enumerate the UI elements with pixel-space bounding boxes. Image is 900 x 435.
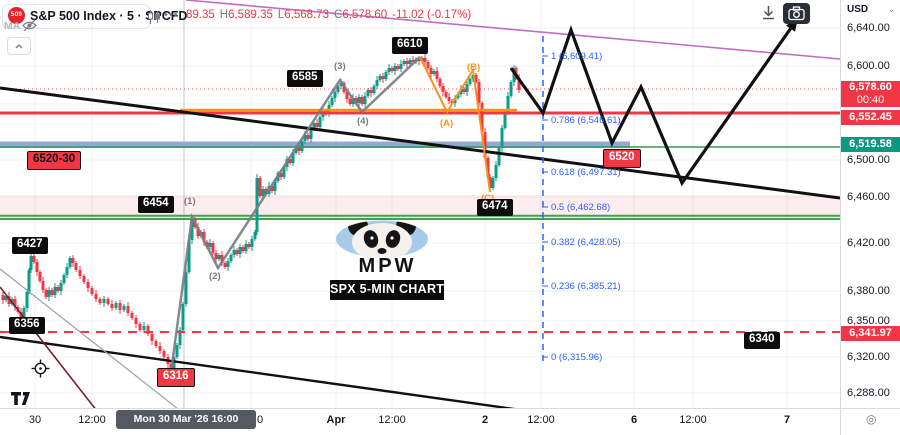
price-axis-badge[interactable]: 6,341.97 [841,326,900,341]
fib-level-label: 0.786 (6,546.61) [551,115,621,126]
fib-level-label: 0.618 (6,497.31) [551,167,621,178]
price-axis-tick[interactable]: 6,320.00 [847,351,890,363]
download-icon[interactable] [760,5,777,22]
close-value: 6,578.60 [342,9,388,21]
watermark-brand: MPW [358,255,417,277]
low-value: 6,568.73 [284,9,330,21]
price-level-badge[interactable]: 6427 [12,237,48,254]
candles-icon[interactable] [148,10,161,24]
price-level-badge[interactable]: 6520-30 [27,151,82,170]
price-axis-badge[interactable]: 6,519.58 [841,137,900,152]
purple-descending-line [185,0,840,60]
change-value: -11.02 (-0.17%) [392,9,472,21]
panda-logo [336,220,428,258]
time-axis-label[interactable]: 7 [783,414,791,426]
price-level-badge[interactable]: 6340 [744,332,780,349]
time-axis-label[interactable]: 0 [256,414,264,426]
black-major-trendline [0,86,840,200]
wave-count-label: (2) [209,271,221,282]
price-level-badge[interactable]: 6520 [603,149,641,168]
abc-wave-label: (B) [467,62,481,73]
fib-level-label: 0 (6,315.96) [551,352,603,363]
price-level-badge[interactable]: 6585 [287,70,323,87]
chart-canvas[interactable] [0,0,840,408]
time-axis-label[interactable]: Apr [326,414,346,426]
price-axis-tick[interactable]: 6,640.00 [847,22,890,34]
time-axis-label[interactable]: 12:00 [378,414,406,426]
price-axis-separator [840,0,841,435]
fib-level-label: 0.236 (6,385.21) [551,281,621,292]
wave-count-label: (4) [357,116,369,127]
black-lower-trendline [0,335,516,408]
symbol-logo: 500 [8,7,25,24]
chevron-down-icon: ⌄ [888,5,895,14]
time-axis-label[interactable]: 6 [630,414,638,426]
price-axis-badge[interactable]: 6,552.45 [841,110,900,125]
chevron-up-icon [15,43,23,48]
maroon-trendline [0,286,96,408]
camera-icon [788,6,805,21]
ma-indicator-label[interactable]: MA [4,20,21,32]
blue-zone-6520-30 [0,141,630,148]
abc-correction-overlay[interactable] [419,56,491,193]
price-level-badge[interactable]: 6610 [392,37,428,54]
abc-wave-label: (C) [481,194,494,204]
eye-off-icon[interactable] [22,19,37,32]
fib-level-label: 0.382 (6,428.05) [551,237,621,248]
collapse-button[interactable] [7,37,31,55]
price-axis-tick[interactable]: 6,500.00 [847,154,890,166]
price-level-badge[interactable]: 6454 [138,196,174,213]
price-axis-badge[interactable]: 6,578.60 00:40 [841,81,900,107]
currency-selector[interactable]: USD [847,4,869,15]
price-axis-tick[interactable]: 6,600.00 [847,60,890,72]
gray-diagonal-line [0,268,178,408]
anchor-target-icon[interactable] [31,359,50,378]
price-axis-tick[interactable]: 6,460.00 [847,191,890,203]
scale-reset-icon[interactable]: ◎ [866,412,877,426]
price-level-badge[interactable]: 6474 [477,199,513,216]
price-axis-tick[interactable]: 6,380.00 [847,285,890,297]
open-value: 89.35 [186,9,215,21]
price-axis-tick[interactable]: 6,288.00 [847,387,890,399]
elliott-wave-overlay[interactable] [169,56,421,373]
more-options-icon[interactable]: ••• [164,9,179,21]
trendlines[interactable] [0,0,840,408]
fib-level-label: 1 (6,609.41) [551,51,603,62]
watermark-subtitle: SPX 5-MIN CHART [330,280,444,300]
price-axis-tick[interactable]: 6,350.00 [847,315,890,327]
fib-retracement[interactable] [542,36,548,366]
ohlc-values: 89.35 H6,589.35 L6,568.73 C6,578.60 -11.… [186,9,472,21]
time-axis-label[interactable]: 12:00 [78,414,106,426]
fib-level-label: 0.5 (6,462.68) [551,202,611,213]
crosshair-time-tooltip: Mon 30 Mar '26 16:00 [116,410,256,429]
price-level-badge[interactable]: 6316 [157,368,195,387]
price-level-badge[interactable]: 6356 [9,317,45,334]
camera-button[interactable] [783,3,810,24]
time-axis-separator [0,408,900,409]
wave-count-label: (3) [334,61,346,72]
tradingview-logo[interactable] [11,392,33,406]
wave-count-label: (1) [184,196,196,207]
time-axis-label[interactable]: 30 [28,414,42,426]
time-axis-label[interactable]: 12:00 [679,414,707,426]
high-value: 6,589.35 [228,9,273,21]
time-axis-label[interactable]: 2 [481,414,489,426]
time-axis-label[interactable]: 12:00 [527,414,555,426]
price-levels[interactable] [0,88,840,333]
abc-wave-label: (A) [440,118,454,129]
price-axis-tick[interactable]: 6,420.00 [847,237,890,249]
